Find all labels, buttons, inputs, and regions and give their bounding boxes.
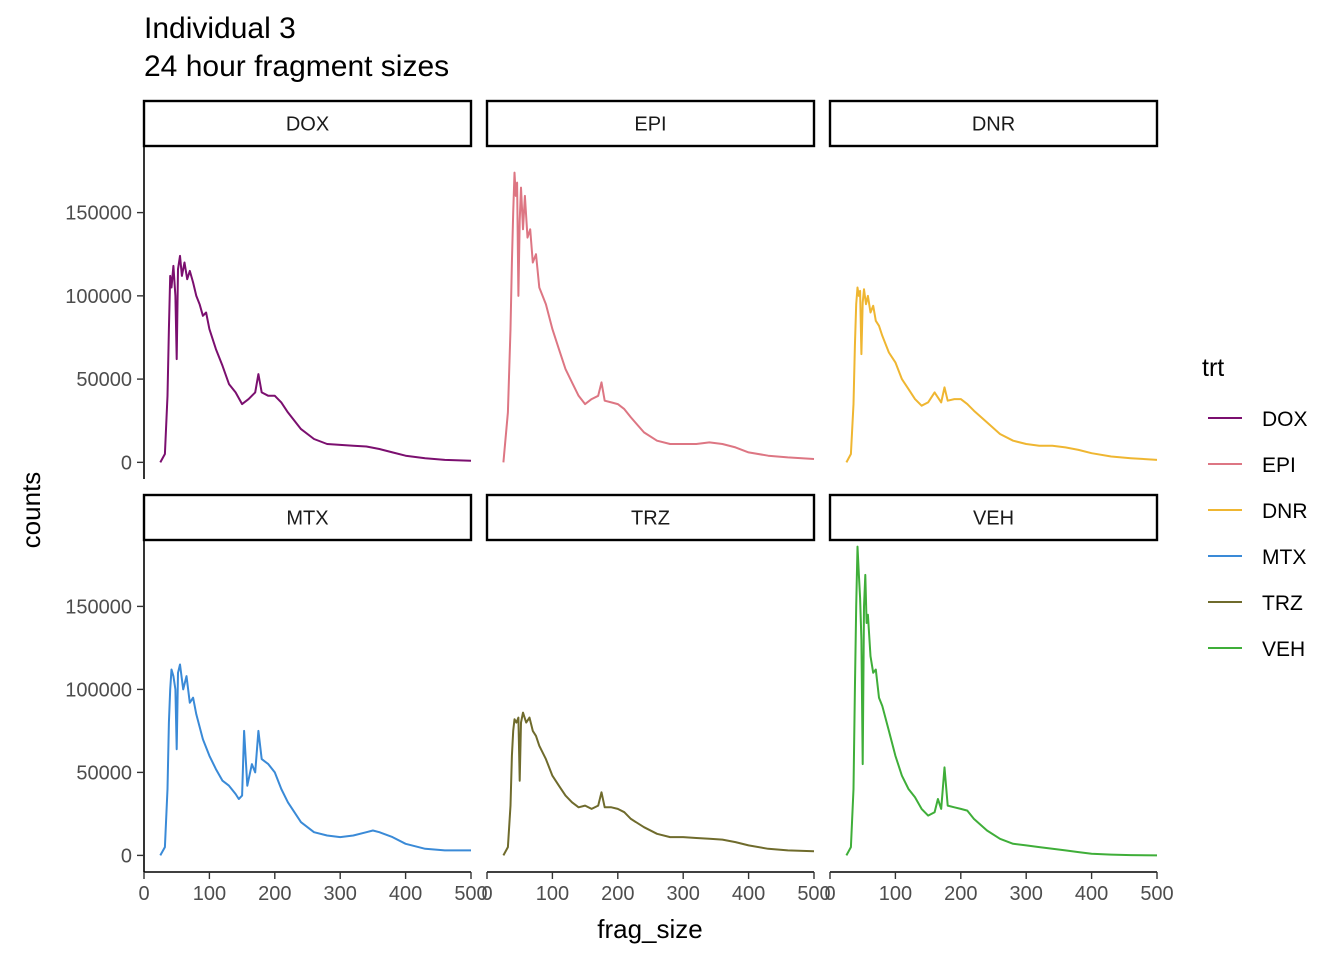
- x-tick-label: 0: [481, 883, 492, 905]
- x-tick-label: 0: [138, 883, 149, 905]
- x-tick-label: 200: [601, 883, 634, 905]
- chart-title: Individual 3: [144, 12, 296, 45]
- x-tick-label: 200: [944, 883, 977, 905]
- y-tick-label: 150000: [65, 596, 132, 618]
- chart-subtitle: 24 hour fragment sizes: [144, 50, 450, 83]
- facet-strip-epi: [485, 99, 816, 148]
- x-tick-label: 100: [193, 883, 226, 905]
- facet-strip-label: EPI: [634, 114, 666, 136]
- x-tick-label: 200: [258, 883, 291, 905]
- series-line-epi: [502, 171, 815, 463]
- legend-label: MTX: [1262, 546, 1306, 569]
- x-tick-label: 300: [1010, 883, 1043, 905]
- facet-strip-label: TRZ: [631, 508, 670, 530]
- facet-strip-trz: [485, 493, 816, 542]
- x-tick-label: 100: [536, 883, 569, 905]
- facet-strip-label: MTX: [286, 508, 328, 530]
- series-line-dox: [159, 254, 472, 463]
- facet-strip-label: DNR: [972, 114, 1015, 136]
- facet-strip-mtx: [142, 493, 473, 542]
- y-tick-label: 50000: [76, 762, 132, 784]
- facet-strip-dox: [142, 99, 473, 148]
- y-tick-label: 50000: [76, 369, 132, 391]
- facet-strip-dnr: [828, 99, 1159, 148]
- facet-strip-veh: [828, 493, 1159, 542]
- y-tick-label: 100000: [65, 286, 132, 308]
- legend-label: DOX: [1262, 408, 1308, 431]
- legend-label: TRZ: [1262, 592, 1303, 615]
- series-line-trz: [502, 711, 815, 856]
- x-tick-label: 300: [324, 883, 357, 905]
- x-tick-label: 500: [454, 883, 487, 905]
- y-tick-label: 0: [121, 452, 132, 474]
- x-tick-label: 400: [1075, 883, 1108, 905]
- series-line-veh: [845, 545, 1158, 857]
- x-tick-label: 300: [667, 883, 700, 905]
- legend-title: trt: [1202, 354, 1224, 382]
- y-tick-label: 100000: [65, 679, 132, 701]
- x-tick-label: 100: [879, 883, 912, 905]
- series-line-mtx: [159, 663, 471, 856]
- facet-strip-label: DOX: [286, 114, 329, 136]
- x-axis-title: frag_size: [597, 914, 703, 944]
- y-tick-label: 0: [121, 845, 132, 867]
- y-tick-label: 150000: [65, 203, 132, 225]
- x-tick-label: 400: [732, 883, 765, 905]
- series-line-dnr: [845, 286, 1158, 463]
- x-tick-label: 500: [797, 883, 830, 905]
- legend-label: DNR: [1262, 500, 1308, 523]
- x-tick-label: 0: [824, 883, 835, 905]
- x-tick-label: 400: [389, 883, 422, 905]
- legend-label: EPI: [1262, 454, 1296, 477]
- legend-label: VEH: [1262, 638, 1305, 661]
- facet-strip-label: VEH: [973, 508, 1014, 530]
- x-tick-label: 500: [1140, 883, 1173, 905]
- y-axis-title: counts: [16, 472, 46, 549]
